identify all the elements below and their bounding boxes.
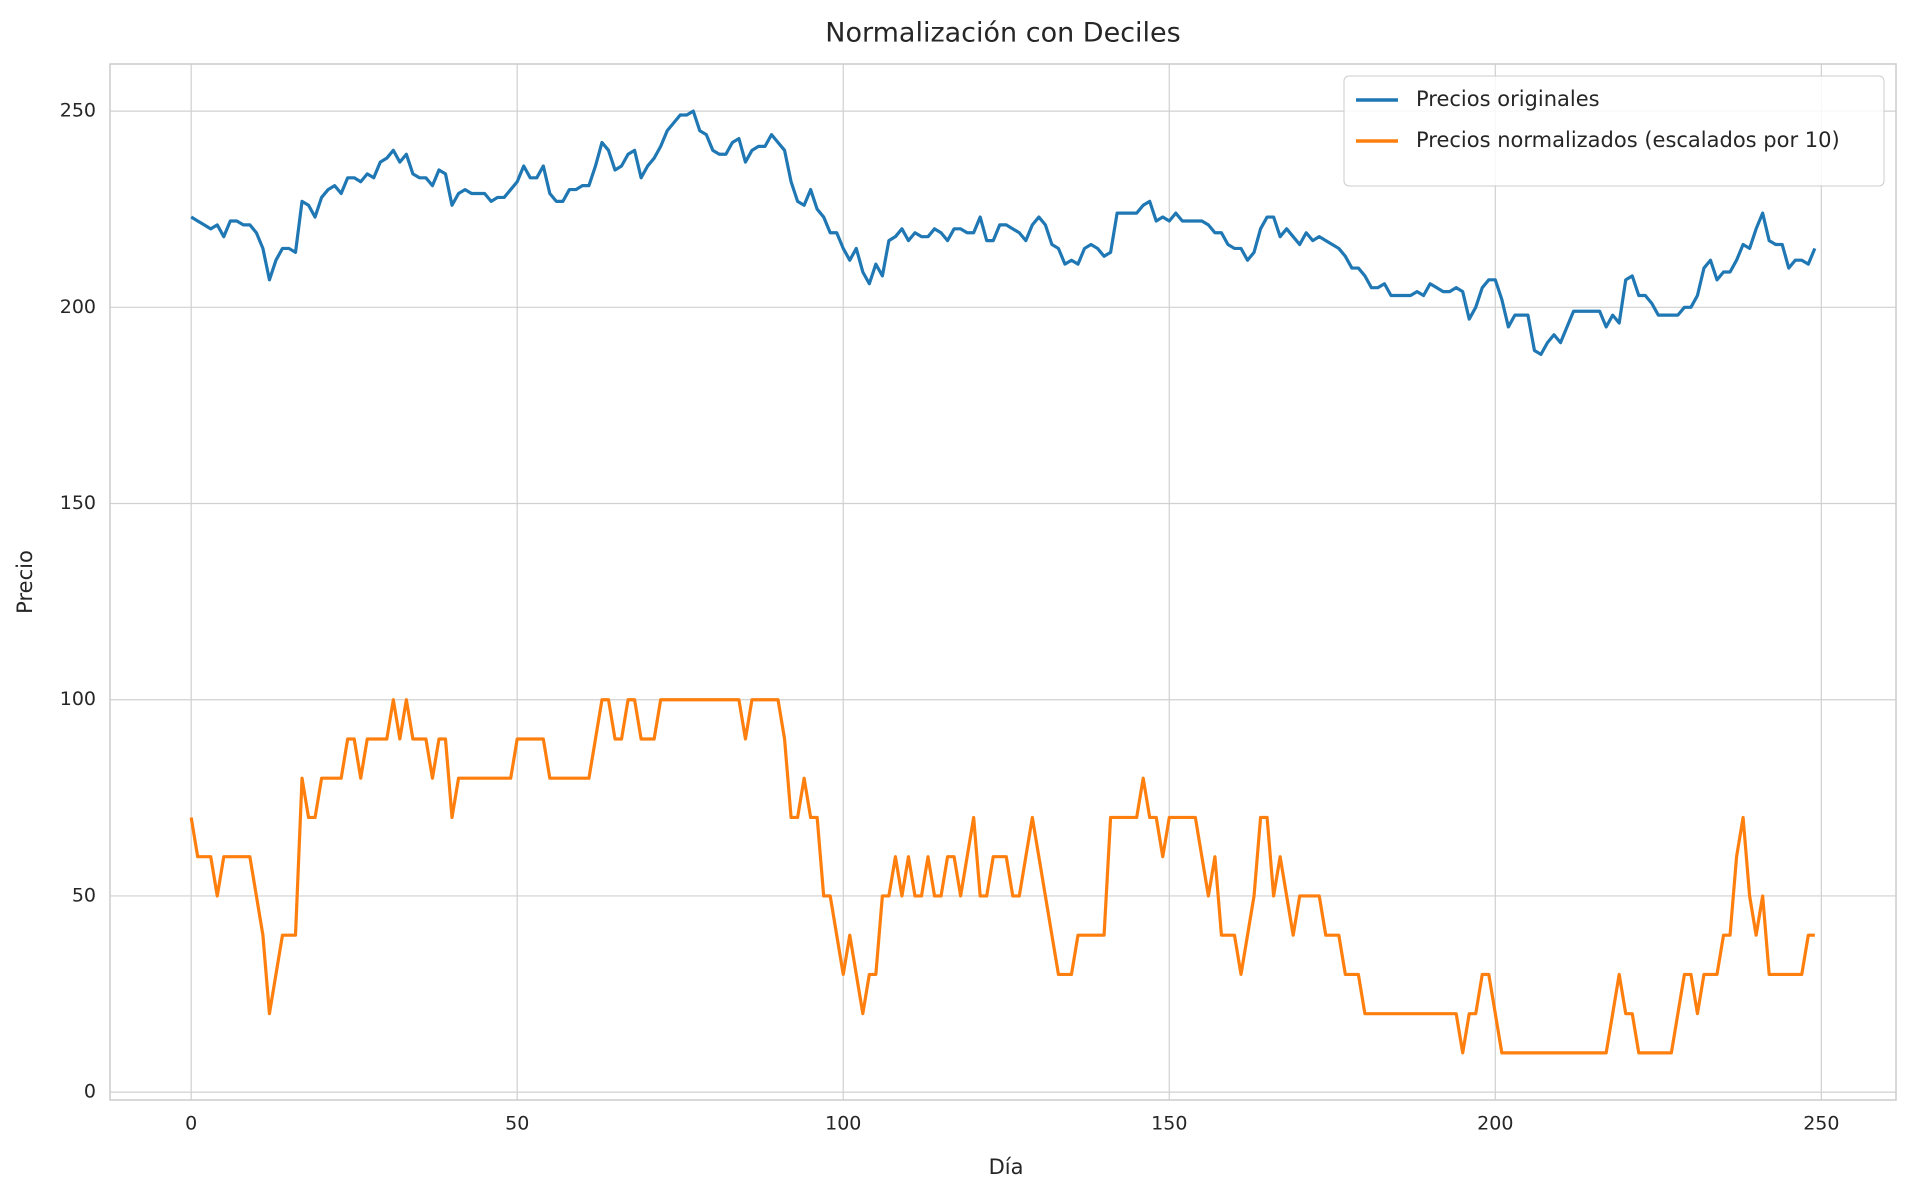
chart-title: Normalización con Deciles [825, 18, 1180, 49]
x-tick-label: 50 [505, 1113, 529, 1135]
y-tick-label: 250 [60, 100, 96, 122]
legend-box [1343, 75, 1885, 187]
legend: Precios originales Precios normalizados (… [1343, 75, 1885, 187]
x-tick-label: 100 [825, 1113, 861, 1135]
y-tick-label: 150 [60, 492, 96, 514]
series-line [189, 698, 1815, 1055]
plot-frame [109, 63, 1897, 1101]
y-tick-label: 100 [60, 688, 96, 710]
x-axis-label: Día [989, 1155, 1024, 1179]
y-axis-label: Precio [13, 550, 37, 614]
y-tick-label: 200 [60, 296, 96, 318]
x-tick-label: 150 [1151, 1113, 1187, 1135]
y-tick-label: 50 [72, 884, 96, 906]
x-tick-label: 0 [185, 1113, 197, 1135]
x-tick-label: 250 [1803, 1113, 1839, 1135]
legend-label: Precios normalizados (escalados por 10) [1416, 128, 1840, 152]
x-tick-label: 200 [1477, 1113, 1513, 1135]
y-tick-label: 0 [84, 1081, 96, 1103]
legend-label: Precios originales [1416, 87, 1600, 111]
series-line [190, 109, 1817, 356]
